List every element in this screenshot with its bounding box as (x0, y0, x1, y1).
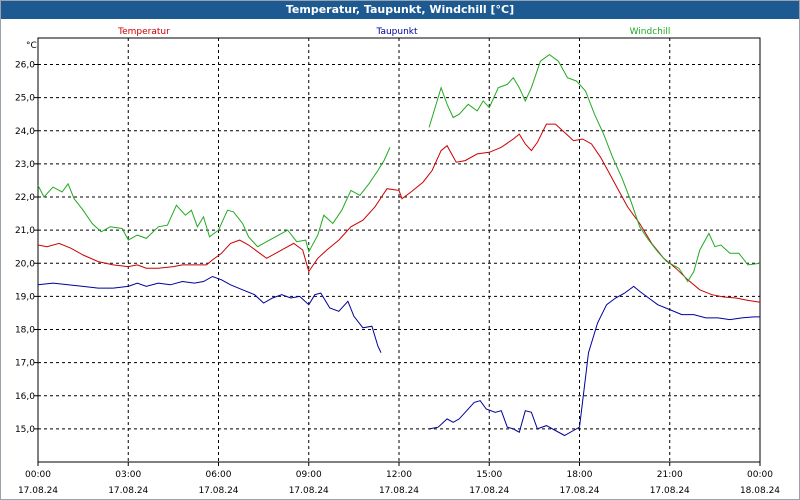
legend-temperatur: Temperatur (117, 27, 170, 37)
series-line-windchill (37, 147, 391, 254)
chart-title: Temperatur, Taupunkt, Windchill [°C] (1, 1, 799, 19)
axes: 15,0 16,0 17,0 18,0 19,0 20,0 21,0 22,0 23,0 24,0… (15, 61, 780, 497)
x-tick-date-label: 17.08.24 (559, 486, 599, 496)
x-tick-date-label: 17.08.24 (379, 486, 419, 496)
x-tick-time-label: 09:00 (296, 470, 322, 480)
y-tick-label: 15,0 (15, 425, 35, 435)
y-tick-label: 23,0 (15, 160, 35, 170)
y-tick-label: 19,0 (15, 292, 35, 302)
y-tick-label: 21,0 (15, 226, 35, 236)
x-tick-date-label: 18.08.24 (740, 486, 780, 496)
x-tick-date-label: 17.08.24 (469, 486, 509, 496)
x-tick-time-label: 00:00 (747, 470, 773, 480)
y-tick-label: 22,0 (15, 193, 35, 203)
x-tick-time-label: 12:00 (386, 470, 412, 480)
x-tick-date-label: 17.08.24 (289, 486, 329, 496)
grid-lines (37, 38, 761, 462)
x-tick-time-label: 06:00 (206, 470, 232, 480)
x-tick-date-label: 17.08.24 (108, 486, 148, 496)
y-tick-label: 17,0 (15, 359, 35, 369)
y-tick-label: 18,0 (15, 326, 35, 336)
series-line-taupunkt (429, 285, 760, 437)
x-tick-time-label: 00:00 (25, 470, 51, 480)
x-tick-date-label: 17.08.24 (650, 486, 690, 496)
x-tick-time-label: 15:00 (476, 470, 502, 480)
x-tick-time-label: 03:00 (115, 470, 141, 480)
series-layer (37, 53, 761, 437)
series-line-taupunkt (37, 275, 382, 353)
y-tick-label: 16,0 (15, 392, 35, 402)
x-tick-date-label: 17.08.24 (198, 486, 238, 496)
legend: Temperatur Taupunkt Windchill (117, 27, 670, 37)
y-axis-unit-label: °C (26, 41, 37, 51)
x-tick-time-label: 18:00 (567, 470, 593, 480)
legend-taupunkt: Taupunkt (375, 27, 418, 37)
x-tick-time-label: 21:00 (657, 470, 683, 480)
y-tick-label: 20,0 (15, 259, 35, 269)
series-line-temperatur (37, 123, 761, 303)
series-line-windchill (428, 53, 761, 283)
y-tick-label: 24,0 (15, 127, 35, 137)
y-tick-label: 26,0 (15, 61, 35, 71)
y-tick-label: 25,0 (15, 94, 35, 104)
legend-windchill: Windchill (630, 27, 671, 37)
x-tick-date-label: 17.08.24 (18, 486, 58, 496)
